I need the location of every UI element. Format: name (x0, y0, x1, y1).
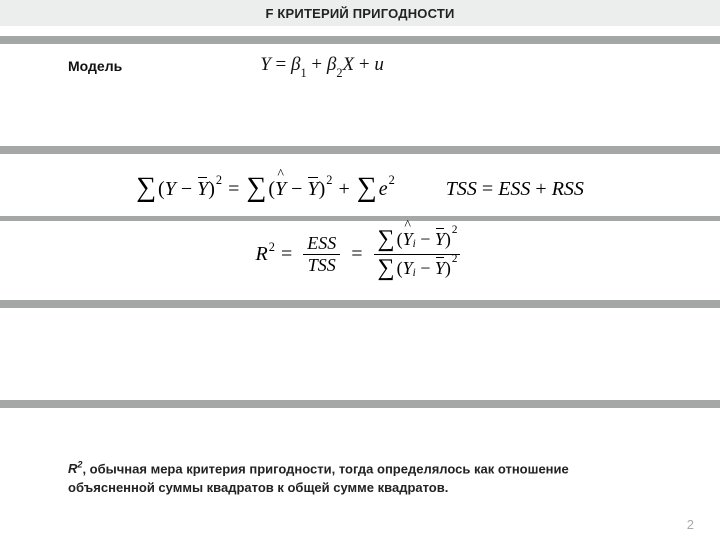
divider-3 (0, 216, 720, 221)
model-label: Модель (68, 58, 122, 74)
footer-paragraph: R2, обычная мера критерия пригодности, т… (68, 459, 652, 498)
equation-r-squared: R2 = ESS TSS = ∑(Yi − Y)2 ∑(Yi − Y)2 (0, 226, 720, 282)
page-number: 2 (687, 517, 694, 532)
divider-1 (0, 36, 720, 44)
equation-tss-decomposition: ∑(Y − Y)2 = ∑(Y − Y)2 + ∑e2 TSS = ESS + … (0, 168, 720, 210)
footer-text: , обычная мера критерия пригодности, тог… (68, 461, 569, 495)
page-title: F КРИТЕРИЙ ПРИГОДНОСТИ (265, 6, 454, 21)
eq1-expression: ∑(Y − Y)2 = ∑(Y − Y)2 + ∑e2 (136, 173, 394, 205)
divider-2 (0, 146, 720, 154)
model-equation: Y = β1 + β2X + u (260, 54, 384, 79)
frac1-num: ESS (303, 233, 340, 254)
footer-r2-label: R2 (68, 461, 82, 476)
model-row: Модель Y = β1 + β2X + u (68, 54, 628, 79)
divider-4 (0, 300, 720, 308)
divider-5 (0, 400, 720, 408)
eq1-identity: TSS = ESS + RSS (446, 178, 584, 201)
frac1-den: TSS (304, 255, 340, 276)
title-band: F КРИТЕРИЙ ПРИГОДНОСТИ (0, 0, 720, 26)
eq2-expression: R2 = ESS TSS = ∑(Yi − Y)2 ∑(Yi − Y)2 (256, 226, 465, 282)
